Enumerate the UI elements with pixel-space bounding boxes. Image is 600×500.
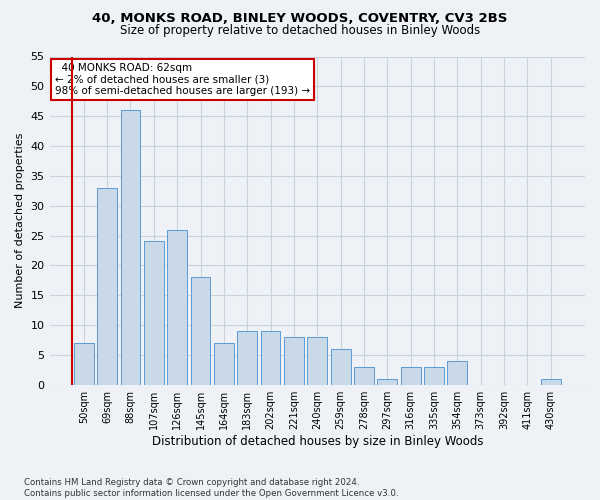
Bar [97,188,117,384]
Bar [401,367,421,384]
Text: Contains HM Land Registry data © Crown copyright and database right 2024.
Contai: Contains HM Land Registry data © Crown c… [24,478,398,498]
Bar [191,278,211,384]
Bar [331,349,350,384]
Bar [74,343,94,384]
Bar [307,337,327,384]
Bar [448,361,467,384]
Text: 40, MONKS ROAD, BINLEY WOODS, COVENTRY, CV3 2BS: 40, MONKS ROAD, BINLEY WOODS, COVENTRY, … [92,12,508,24]
Bar [284,337,304,384]
Bar [167,230,187,384]
Bar [238,331,257,384]
Bar [121,110,140,384]
Bar [260,331,280,384]
Bar [424,367,444,384]
Text: Size of property relative to detached houses in Binley Woods: Size of property relative to detached ho… [120,24,480,37]
Bar [354,367,374,384]
Bar [541,378,560,384]
Bar [377,378,397,384]
Bar [214,343,234,384]
Text: 40 MONKS ROAD: 62sqm
← 2% of detached houses are smaller (3)
98% of semi-detache: 40 MONKS ROAD: 62sqm ← 2% of detached ho… [55,63,310,96]
X-axis label: Distribution of detached houses by size in Binley Woods: Distribution of detached houses by size … [152,434,483,448]
Bar [144,242,164,384]
Y-axis label: Number of detached properties: Number of detached properties [15,133,25,308]
